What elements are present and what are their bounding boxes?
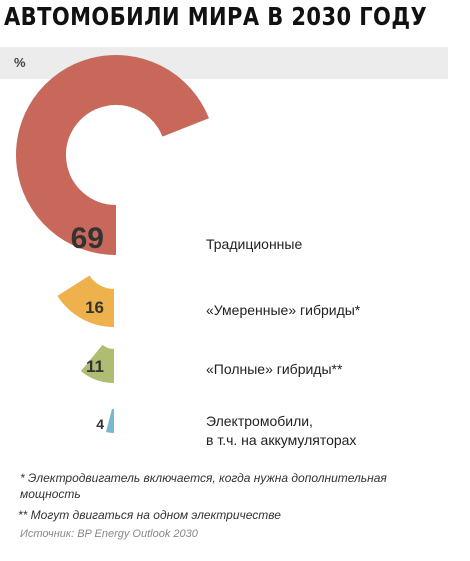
category-label-traditional: Традиционные [206,236,303,252]
ring-segments [16,55,209,433]
category-label-electric: Электромобили, в т.ч. на аккумуляторах [206,413,357,448]
ring-full-hybrids [80,344,116,383]
ring-electric [106,408,115,433]
value-label-electric: 4 [96,416,104,432]
ring-traditional [16,55,209,255]
ring-mild-hybrids [57,274,116,327]
value-label-full-hybrids: 11 [86,357,104,376]
footnote-mild-hybrids: * Электродвигатель включается, когда нуж… [20,471,387,501]
value-label-mild-hybrids: 16 [85,298,104,317]
chart-title: АВТОМОБИЛИ МИРА В 2030 ГОДУ [4,2,428,31]
unit-label: % [14,55,26,70]
source-note: Источник: BP Energy Outlook 2030 [20,528,198,540]
footnote-full-hybrids: ** Могут двигаться на одном электричеств… [18,508,281,522]
value-label-traditional: 69 [70,222,104,255]
category-label-mild-hybrids: «Умеренные» гибриды* [206,302,361,318]
category-label-full-hybrids: «Полные» гибриды** [206,361,343,377]
